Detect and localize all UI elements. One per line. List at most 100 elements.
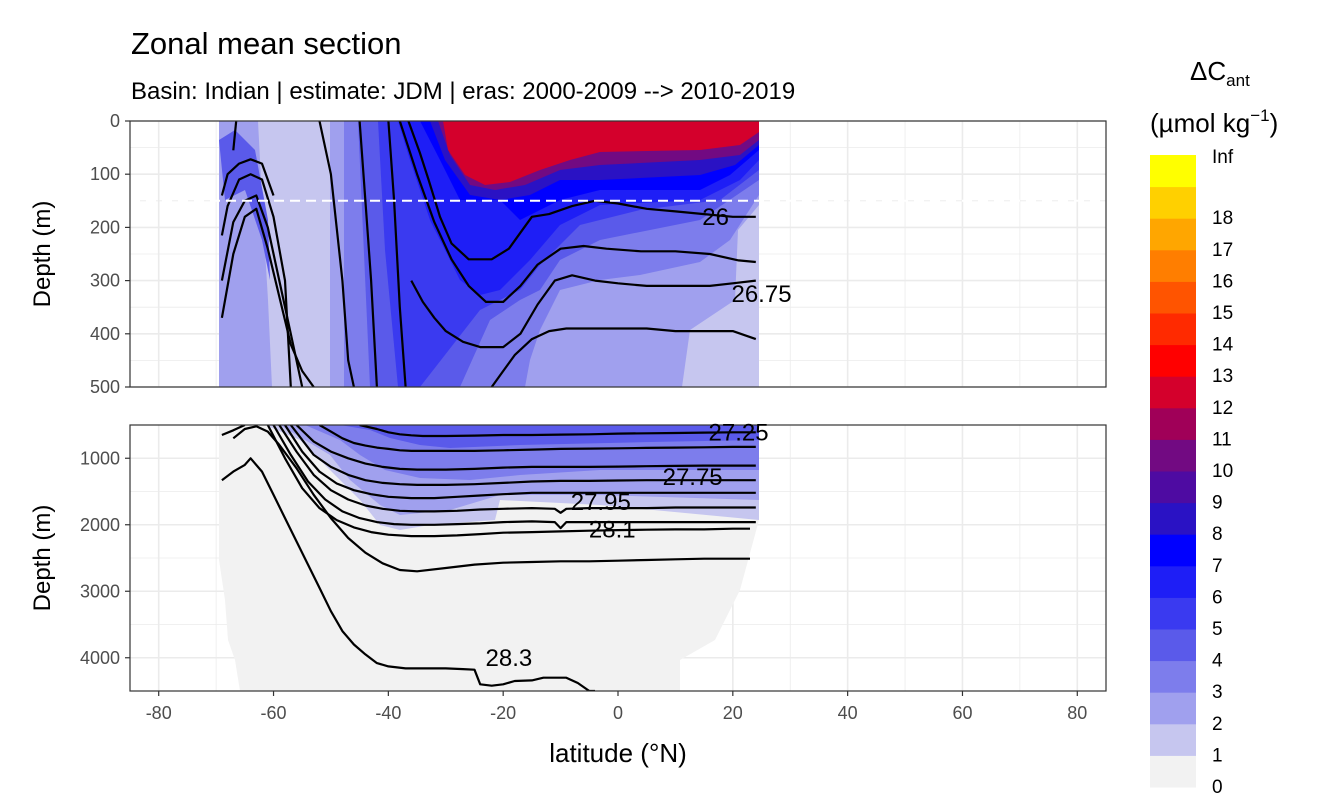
isopycnal-line	[220, 194, 304, 387]
contour-label: 27.95	[571, 489, 631, 516]
isopycnal-line	[318, 121, 355, 387]
y-tick-label: 4000	[80, 648, 120, 668]
legend-key-swatch	[1150, 344, 1196, 377]
x-tick-label: 40	[838, 703, 858, 723]
legend-key-label: 1	[1212, 745, 1223, 766]
legend-key-label: 9	[1212, 493, 1223, 514]
legend-key-label: 4	[1212, 651, 1223, 672]
contour-label: 28.1	[589, 516, 636, 543]
isopycnal-line	[232, 425, 750, 573]
contour-label: 27.75	[663, 464, 723, 491]
color-legend: ΔCant (µmol kg−1) 0123456789101112131415…	[1150, 56, 1278, 798]
legend-title-sub: ant	[1226, 71, 1250, 90]
x-tick-label: 20	[723, 703, 743, 723]
legend-key-swatch	[1150, 629, 1196, 662]
legend-key-label: 18	[1212, 208, 1233, 229]
contour-label: 27.25	[709, 419, 769, 446]
isopycnal-line	[221, 457, 595, 691]
legend-key-swatch	[1150, 471, 1196, 504]
legend-key-label: 14	[1212, 335, 1234, 356]
legend-key-swatch	[1150, 502, 1196, 535]
legend-key-swatch	[1150, 155, 1196, 188]
x-axis-title: latitude (°N)	[549, 738, 687, 768]
legend-key-label: 5	[1212, 619, 1223, 640]
x-tick-label: 60	[952, 703, 972, 723]
legend-key-label: 12	[1212, 398, 1233, 419]
legend-key-swatch	[1150, 249, 1196, 282]
y-tick-label: 500	[90, 377, 120, 397]
legend-unit-close: )	[1270, 108, 1279, 138]
isopycnal-line	[387, 121, 407, 387]
legend-key-label: 11	[1212, 429, 1232, 450]
legend-key-label: 0	[1212, 777, 1223, 798]
chart-subtitle: Basin: Indian | estimate: JDM | eras: 20…	[131, 78, 795, 105]
y-tick-label: 400	[90, 324, 120, 344]
legend-key-label: 13	[1212, 366, 1233, 387]
isopycnal-line	[407, 121, 756, 261]
x-tick-label: -20	[490, 703, 516, 723]
isopycnal-line	[232, 121, 238, 151]
upper-isopycnals	[220, 121, 757, 387]
x-tick-label: 0	[613, 703, 623, 723]
upper-panel-border	[129, 120, 1107, 388]
isopycnal-line	[289, 425, 756, 486]
legend-key-label: 7	[1212, 556, 1223, 577]
isopycnal-line	[272, 425, 756, 530]
y-tick-label: 300	[90, 271, 120, 291]
isopycnal-line	[398, 121, 756, 303]
isopycnal-line	[221, 425, 246, 437]
isopycnal-line	[295, 425, 756, 471]
legend-key-label: 2	[1212, 714, 1223, 735]
y-tick-label: 2000	[80, 515, 120, 535]
upper-y-axis: 0 100 200 300 400 500	[90, 111, 130, 397]
legend-key-label: 16	[1212, 271, 1233, 292]
legend-key-swatch	[1150, 660, 1196, 693]
legend-unit: (µmol kg−1)	[1150, 106, 1278, 138]
legend-key-swatch	[1150, 597, 1196, 630]
contour-label: 28.3	[486, 645, 533, 672]
legend-key-swatch	[1150, 565, 1196, 598]
isopycnal-line	[278, 425, 756, 514]
legend-key-label: Inf	[1212, 147, 1234, 168]
legend-key-label: 3	[1212, 682, 1223, 703]
legend-key-swatch	[1150, 534, 1196, 567]
x-tick-label: -60	[261, 703, 287, 723]
legend-key-swatch	[1150, 723, 1196, 756]
isopycnal-line	[490, 327, 757, 387]
upper-panel: 0 100 200 300 400 500	[90, 111, 1107, 397]
legend-key-swatch	[1150, 692, 1196, 725]
isopycnal-line	[410, 274, 756, 349]
isopycnal-line	[358, 121, 378, 387]
legend-unit-main: (µmol kg	[1150, 108, 1250, 138]
legend-key-label: 6	[1212, 587, 1223, 608]
legend-key-label: 8	[1212, 524, 1223, 545]
legend-key-swatch	[1150, 407, 1196, 440]
legend-unit-exponent: −1	[1250, 106, 1269, 125]
y-tick-label: 3000	[80, 581, 120, 601]
field-band-4	[340, 425, 759, 448]
x-tick-label: -40	[375, 703, 401, 723]
x-tick-label: 80	[1067, 703, 1087, 723]
field-band-11	[443, 121, 759, 185]
contour-label: 26.75	[731, 281, 791, 308]
legend-key-swatch	[1150, 218, 1196, 251]
lower-isopycnals	[221, 425, 756, 691]
isopycnal-line	[284, 425, 756, 500]
isopycnal-line	[220, 207, 315, 387]
field-band-4-west	[219, 130, 270, 280]
isopycnal-line	[220, 158, 275, 196]
legend-key-swatch	[1150, 755, 1196, 788]
x-axis: -80 -60 -40 -20 0 20 40 60 80	[146, 691, 1087, 723]
y-tick-label: 200	[90, 217, 120, 237]
y-axis-title-lower: Depth (m)	[29, 505, 56, 612]
x-tick-label: -80	[146, 703, 172, 723]
legend-title-main: ΔC	[1190, 56, 1226, 86]
lower-panel: 1000 2000 3000 4000 -80 -60 -40 -20 0 20 40 60 80	[80, 424, 1107, 723]
legend-title: ΔCant	[1190, 56, 1250, 90]
legend-key-label: 17	[1212, 240, 1233, 261]
legend-key-swatch	[1150, 439, 1196, 472]
chart-title: Zonal mean section	[131, 26, 402, 61]
